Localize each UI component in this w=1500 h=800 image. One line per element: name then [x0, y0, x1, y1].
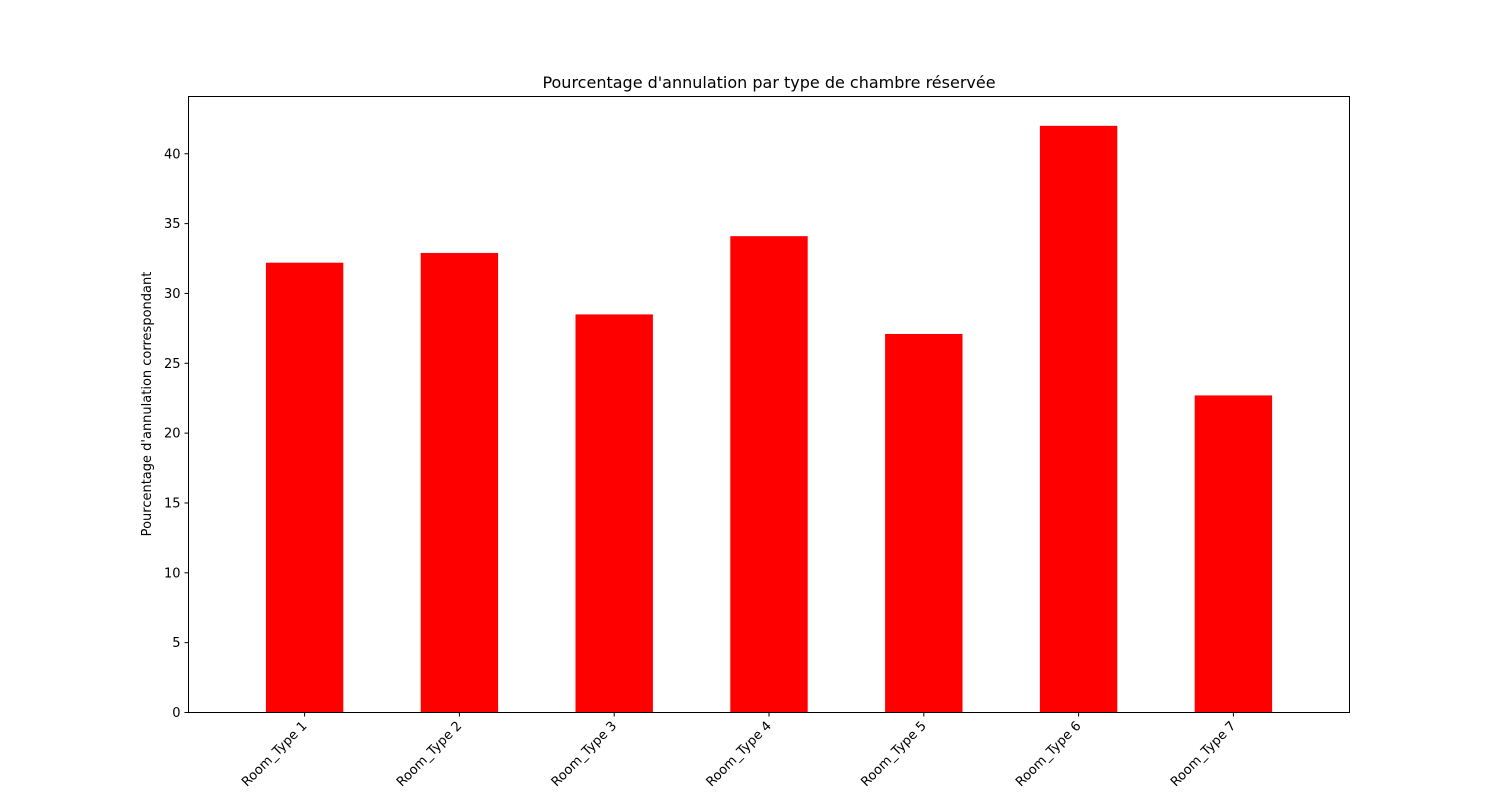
y-tick-label: 0: [172, 706, 180, 721]
y-tick-label: 15: [164, 496, 181, 511]
bar-series: [265, 125, 1273, 713]
y-tick-label: 30: [164, 287, 181, 302]
y-axis-label: Pourcentage d'annulation correspondant: [140, 272, 155, 537]
y-axis: 0 5 10 15 20 25 30 35 40: [164, 147, 189, 721]
y-tick-label: 25: [164, 357, 181, 372]
bar-room-type-2: [420, 252, 499, 713]
bar-room-type-3: [575, 314, 653, 713]
plot-frame: [188, 96, 1350, 713]
bar-room-type-7: [1194, 395, 1273, 713]
y-tick-label: 10: [164, 566, 181, 581]
y-tick-label: 35: [164, 217, 181, 232]
y-tick-label: 5: [172, 636, 180, 651]
chart-title: Pourcentage d'annulation par type de cha…: [542, 73, 995, 92]
bar-room-type-6: [1039, 125, 1118, 713]
y-tick-label: 20: [164, 427, 181, 442]
bar-room-type-4: [730, 236, 808, 713]
y-tick-label: 40: [164, 147, 181, 162]
bar-room-type-5: [885, 333, 963, 713]
bar-room-type-1: [265, 262, 344, 713]
